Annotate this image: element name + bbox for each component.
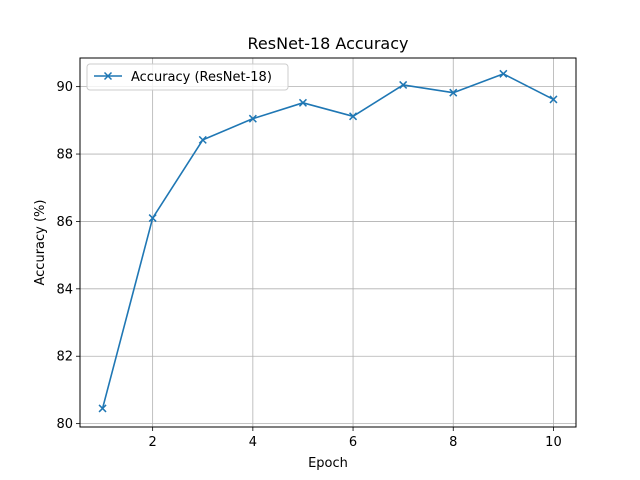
legend-entry-label: Accuracy (ResNet-18) [131, 70, 272, 85]
legend: Accuracy (ResNet-18) [86, 63, 289, 91]
data-point-marker [298, 98, 307, 107]
series-line [101, 73, 554, 409]
y-axis-label: Accuracy (%) [33, 200, 48, 286]
y-tick-label: 86 [56, 215, 73, 230]
x-tick-label: 2 [149, 435, 157, 450]
data-point-marker [98, 404, 107, 413]
data-point-marker [349, 112, 358, 121]
y-tick-label: 84 [56, 282, 73, 297]
legend-box [86, 63, 289, 91]
y-tick-label: 90 [56, 80, 73, 95]
data-point-marker [549, 95, 558, 104]
y-axis-ticks: 80 82 84 86 88 90 [56, 80, 80, 432]
y-tick-label: 82 [56, 350, 73, 365]
data-point-marker [499, 69, 508, 78]
grid [80, 58, 576, 427]
chart-title: ResNet-18 Accuracy [248, 34, 409, 53]
x-tick-label: 4 [249, 435, 257, 450]
data-point-marker [148, 214, 157, 223]
data-point-marker [248, 114, 257, 123]
data-point-marker [198, 135, 207, 144]
x-tick-label: 10 [545, 435, 562, 450]
x-tick-label: 8 [449, 435, 457, 450]
y-tick-label: 80 [56, 417, 73, 432]
data-point-marker [449, 88, 458, 97]
legend-marker-x-icon [103, 71, 113, 81]
series-layer [98, 69, 558, 413]
plot-frame [79, 57, 577, 428]
y-tick-label: 88 [56, 148, 73, 163]
x-tick-label: 6 [349, 435, 357, 450]
x-axis-ticks: 2 4 6 8 10 [149, 427, 562, 450]
x-axis-label: Epoch [308, 456, 348, 471]
data-point-marker [399, 80, 408, 89]
